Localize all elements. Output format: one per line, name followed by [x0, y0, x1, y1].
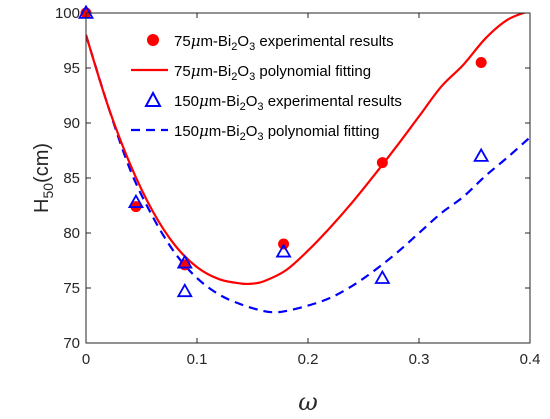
x-axis-label: ω: [298, 388, 318, 416]
y-tick-label: 70: [63, 335, 80, 352]
series-75-exp-point: [475, 57, 487, 68]
series-150-fit-line: [86, 34, 530, 314]
series-150-exp-point: [473, 147, 490, 162]
x-tick-label: 0.3: [409, 351, 430, 368]
x-axis: 0 0.1 0.2 0.3 0.4: [82, 13, 541, 368]
series-150-exp-point: [176, 282, 193, 298]
markers-layer: [77, 4, 490, 298]
y-axis-label-unit: (cm): [31, 143, 53, 183]
y-tick-label: 90: [63, 115, 80, 132]
series-75-exp-point: [376, 157, 388, 169]
legend-label-75-fit: 75μm-Bi2O3 polynomial fitting: [174, 62, 371, 83]
y-tick-label: 100: [55, 5, 80, 22]
y-tick-label: 75: [63, 280, 80, 297]
legend-label-75-exp: 75μm-Bi2O3 experimental results: [174, 32, 394, 53]
y-axis-label-base: H: [31, 199, 53, 213]
y-axis-label: H50(cm): [31, 143, 56, 213]
series-75-exp-point: [179, 259, 191, 271]
y-tick-label: 80: [63, 225, 80, 242]
legend-label-150-fit: 150μm-Bi2O3 polynomial fitting: [174, 122, 379, 143]
x-tick-label: 0.4: [520, 351, 541, 368]
series-75-fit-line: [86, 13, 527, 286]
series-150-exp-point: [374, 269, 391, 284]
legend-marker-150-exp: [144, 90, 162, 107]
x-tick-label: 0.1: [187, 351, 208, 368]
y-axis: 70 75 80 85 90 95 100: [55, 5, 530, 352]
series-150-exp-point: [127, 193, 145, 208]
series-150-exp-point: [176, 254, 193, 269]
legend-marker-75-exp: [147, 34, 159, 46]
x-tick-label: 0: [82, 351, 90, 368]
x-tick-label: 0.2: [298, 351, 319, 368]
curves-layer: [86, 13, 530, 314]
y-axis-label-sub: 50: [40, 183, 56, 199]
y-tick-label: 85: [63, 170, 80, 187]
legend: 75μm-Bi2O3 experimental results 75μm-Bi2…: [131, 32, 402, 143]
y-tick-label: 95: [63, 60, 80, 77]
series-150-exp-point: [275, 243, 292, 258]
legend-label-150-exp: 150μm-Bi2O3 experimental results: [174, 92, 402, 113]
